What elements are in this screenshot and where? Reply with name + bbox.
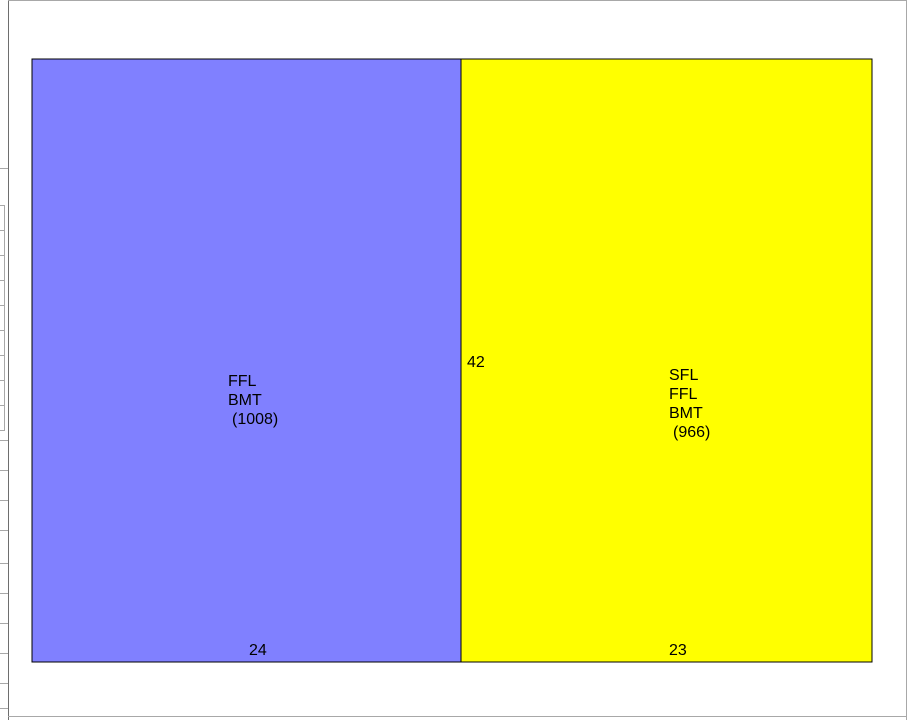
- bg-rule-18: [0, 623, 8, 624]
- tile-right[interactable]: [460, 58, 873, 663]
- top-window-border: [8, 0, 907, 1]
- tile-left-bottom-value: 24: [249, 642, 267, 659]
- bg-rule-8: [0, 380, 4, 381]
- bg-rule-7: [0, 355, 4, 356]
- tile-right-bottom-value: 23: [669, 642, 687, 659]
- bg-rule-17: [0, 593, 8, 594]
- bg-rule-20: [0, 683, 8, 684]
- bg-rule-21: [0, 708, 8, 709]
- bg-rule-4: [0, 280, 4, 281]
- bg-rule-10: [0, 430, 4, 431]
- left-window-border: [8, 0, 9, 720]
- tile-left-label-line-0: FFL: [228, 373, 257, 390]
- bg-rule-6: [0, 330, 4, 331]
- bg-rule-5: [0, 305, 4, 306]
- bg-rule-14: [0, 500, 8, 501]
- tile-right-label-line-0: SFL: [669, 367, 698, 384]
- bg-rule-16: [0, 563, 8, 564]
- bg-rule-3: [0, 255, 4, 256]
- tile-left-label-line-1: BMT: [228, 392, 262, 409]
- bottom-window-border: [8, 716, 907, 717]
- divider-value: 42: [467, 354, 485, 371]
- tile-right-label-line-3: (966): [673, 424, 710, 441]
- bg-rule-12: [0, 440, 8, 441]
- tile-left[interactable]: [31, 58, 462, 663]
- bg-rule-9: [0, 405, 4, 406]
- tile-right-label-line-1: FFL: [669, 386, 698, 403]
- bg-rule-13: [0, 470, 8, 471]
- bg-rule-11: [4, 205, 5, 431]
- tile-right-label-line-2: BMT: [669, 405, 703, 422]
- bg-rule-19: [0, 653, 8, 654]
- bg-rule-1: [0, 205, 4, 206]
- bg-rule-15: [0, 530, 8, 531]
- bg-rule-2: [0, 230, 4, 231]
- bg-rule-0: [0, 168, 8, 169]
- tile-left-label-line-2: (1008): [232, 411, 278, 428]
